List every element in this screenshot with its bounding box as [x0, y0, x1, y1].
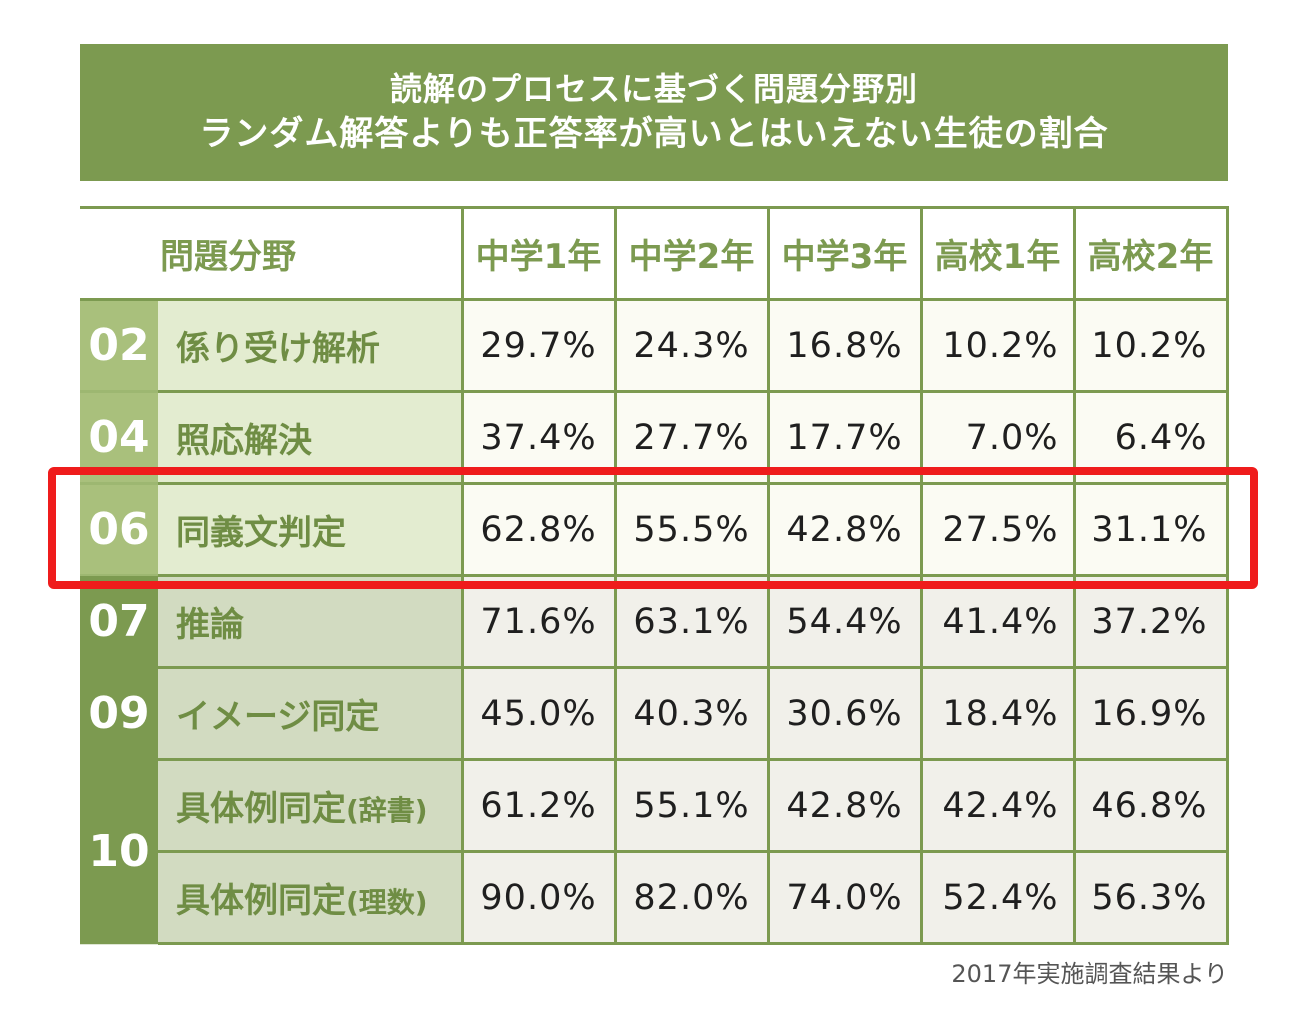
- table-cell: 27.5%: [919, 482, 1076, 577]
- table-cell: 45.0%: [460, 666, 617, 761]
- header-cell-grade: 中学3年: [766, 206, 923, 301]
- header-cell-grade: 高校2年: [1072, 206, 1229, 301]
- table-cell: 46.8%: [1072, 758, 1229, 853]
- row-field-label: 具体例同定(辞書): [158, 758, 464, 853]
- title-line-1: 読解のプロセスに基づく問題分野別: [389, 69, 918, 108]
- table-header-row: 問題分野 中学1年 中学2年 中学3年 高校1年 高校2年: [80, 206, 1229, 301]
- table-cell: 61.2%: [460, 758, 617, 853]
- table-row: 具体例同定(理数) 90.0% 82.0% 74.0% 52.4% 56.3%: [80, 850, 1229, 945]
- table-cell: 30.6%: [766, 666, 923, 761]
- data-table-wrapper: 問題分野 中学1年 中学2年 中学3年 高校1年 高校2年 02 係り受け解析 …: [80, 206, 1229, 945]
- row-field-label-main: 具体例同定: [176, 881, 346, 921]
- table-cell: 37.2%: [1072, 574, 1229, 669]
- row-number: 06: [80, 482, 158, 577]
- row-number: 02: [80, 298, 158, 393]
- header-cell-grade: 高校1年: [919, 206, 1076, 301]
- table-cell: 90.0%: [460, 850, 617, 945]
- row-field-label: 照応解決: [158, 390, 464, 485]
- table-cell: 7.0%: [919, 390, 1076, 485]
- table-cell: 82.0%: [613, 850, 770, 945]
- table-row-highlighted: 06 同義文判定 62.8% 55.5% 42.8% 27.5% 31.1%: [80, 482, 1229, 577]
- table-cell: 27.7%: [613, 390, 770, 485]
- data-table: 問題分野 中学1年 中学2年 中学3年 高校1年 高校2年 02 係り受け解析 …: [80, 206, 1229, 945]
- table-cell: 42.8%: [766, 482, 923, 577]
- row-number: 10: [80, 758, 158, 945]
- table-cell: 18.4%: [919, 666, 1076, 761]
- source-note: 2017年実施調査結果より: [951, 960, 1228, 988]
- table-cell: 52.4%: [919, 850, 1076, 945]
- row-field-label-main: 具体例同定: [176, 789, 346, 829]
- row-field-label: 係り受け解析: [158, 298, 464, 393]
- table-cell: 16.8%: [766, 298, 923, 393]
- table-row: 02 係り受け解析 29.7% 24.3% 16.8% 10.2% 10.2%: [80, 298, 1229, 393]
- title-line-2: ランダム解答よりも正答率が高いとはいえない生徒の割合: [199, 113, 1109, 154]
- table-cell: 31.1%: [1072, 482, 1229, 577]
- table-cell: 10.2%: [919, 298, 1076, 393]
- header-cell-grade: 中学1年: [460, 206, 617, 301]
- row-field-label: 具体例同定(理数): [158, 850, 464, 945]
- table-cell: 55.1%: [613, 758, 770, 853]
- table-cell: 17.7%: [766, 390, 923, 485]
- table-cell: 10.2%: [1072, 298, 1229, 393]
- row-number: 07: [80, 574, 158, 669]
- table-row: 04 照応解決 37.4% 27.7% 17.7% 7.0% 6.4%: [80, 390, 1229, 485]
- table-cell: 54.4%: [766, 574, 923, 669]
- table-cell: 42.8%: [766, 758, 923, 853]
- table-cell: 41.4%: [919, 574, 1076, 669]
- table-cell: 42.4%: [919, 758, 1076, 853]
- table-row: 09 イメージ同定 45.0% 40.3% 30.6% 18.4% 16.9%: [80, 666, 1229, 761]
- row-field-label: 同義文判定: [158, 482, 464, 577]
- table-cell: 63.1%: [613, 574, 770, 669]
- table-cell: 56.3%: [1072, 850, 1229, 945]
- table-row: 10 具体例同定(辞書) 61.2% 55.1% 42.8% 42.4% 46.…: [80, 758, 1229, 945]
- table-cell: 71.6%: [460, 574, 617, 669]
- header-cell-field: 問題分野: [80, 206, 464, 301]
- row-field-label: 推論: [158, 574, 464, 669]
- table-cell: 55.5%: [613, 482, 770, 577]
- table-cell: 37.4%: [460, 390, 617, 485]
- row-number: 09: [80, 666, 158, 761]
- header-cell-grade: 中学2年: [613, 206, 770, 301]
- table-cell: 24.3%: [613, 298, 770, 393]
- table-cell: 62.8%: [460, 482, 617, 577]
- row-field-label: イメージ同定: [158, 666, 464, 761]
- row-field-label-note: (辞書): [346, 794, 428, 827]
- chart-title-box: 読解のプロセスに基づく問題分野別 ランダム解答よりも正答率が高いとはいえない生徒…: [80, 44, 1228, 181]
- row-field-label-note: (理数): [346, 886, 428, 919]
- table-cell: 29.7%: [460, 298, 617, 393]
- table-cell: 40.3%: [613, 666, 770, 761]
- table-cell: 74.0%: [766, 850, 923, 945]
- row-number: 04: [80, 390, 158, 485]
- table-cell: 6.4%: [1072, 390, 1229, 485]
- table-cell: 16.9%: [1072, 666, 1229, 761]
- table-row: 07 推論 71.6% 63.1% 54.4% 41.4% 37.2%: [80, 574, 1229, 669]
